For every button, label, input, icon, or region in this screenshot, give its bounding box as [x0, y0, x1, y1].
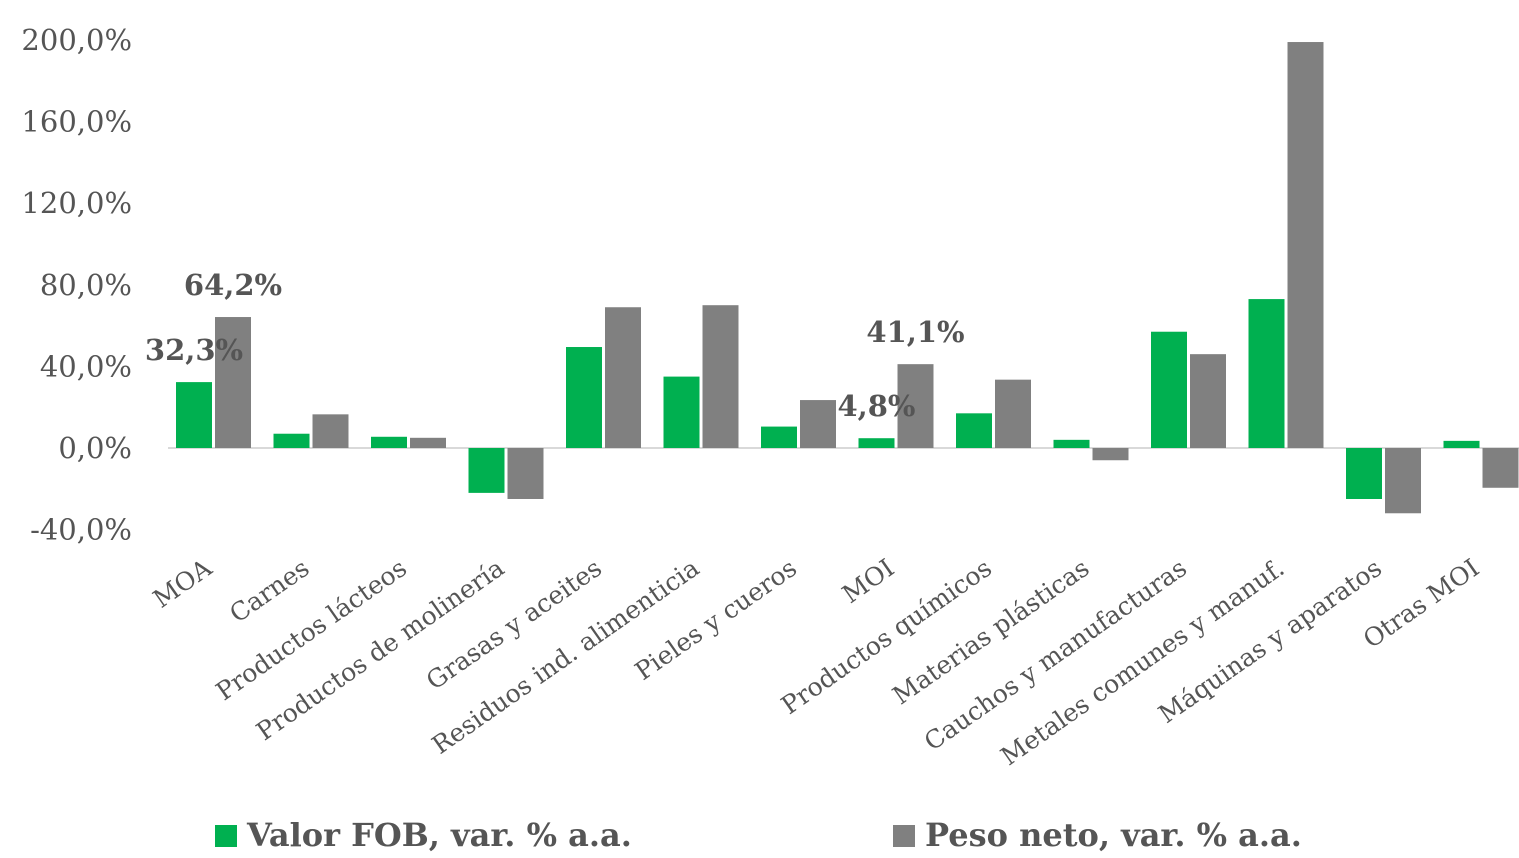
bar-valor-fob-moi	[858, 438, 895, 448]
bar-peso-neto-materias-plasticas	[1092, 448, 1129, 461]
y-tick-label: 160,0%	[21, 105, 132, 139]
bar-peso-neto-productos-quimicos	[995, 379, 1031, 448]
y-tick-label: 80,0%	[40, 268, 132, 302]
bar-peso-neto-cauchos-y-manufacturas	[1190, 354, 1226, 448]
legend: Valor FOB, var. % a.a. Peso neto, var. %…	[215, 816, 1302, 854]
bar-peso-neto-moi	[897, 364, 934, 448]
bar-valor-fob-productos-de-molineria	[468, 448, 505, 493]
bar-valor-fob-maquinas-y-aparatos	[1346, 448, 1382, 499]
bars	[176, 42, 1519, 514]
legend-label-peso-neto: Peso neto, var. % a.a.	[925, 816, 1302, 853]
bar-valor-fob-residuos-ind-alimenticia	[663, 376, 700, 448]
category-label-moi: MOI	[837, 553, 899, 609]
bar-peso-neto-pieles-y-cueros	[800, 400, 836, 448]
bar-valor-fob-carnes	[273, 433, 310, 448]
data-labels: 32,3% 64,2% 4,8% 41,1%	[145, 268, 965, 423]
bar-peso-neto-productos-de-molineria	[507, 448, 544, 499]
bar-valor-fob-materias-plasticas	[1053, 439, 1090, 448]
data-label: 32,3%	[145, 333, 243, 367]
y-tick-label: 0,0%	[58, 431, 132, 465]
legend-item-peso-neto: Peso neto, var. % a.a.	[893, 816, 1302, 854]
bar-peso-neto-residuos-ind-alimenticia	[702, 305, 739, 448]
category-label-moa: MOA	[148, 553, 218, 614]
y-axis-ticks: 200,0% 160,0% 120,0% 80,0% 40,0% 0,0% -40,0%	[21, 23, 132, 547]
bar-peso-neto-otras-moi	[1482, 448, 1519, 488]
y-tick-label: 120,0%	[21, 186, 132, 220]
bar-valor-fob-cauchos-y-manufacturas	[1151, 331, 1187, 448]
bar-valor-fob-metales-comunes-y-manuf	[1248, 299, 1285, 448]
bar-valor-fob-productos-lacteos	[371, 436, 407, 448]
bar-peso-neto-moa	[215, 317, 251, 448]
data-label: 41,1%	[866, 315, 964, 349]
bar-peso-neto-maquinas-y-aparatos	[1385, 448, 1421, 514]
category-label-pieles-y-cueros: Pieles y cueros	[630, 553, 802, 686]
y-tick-label: -40,0%	[30, 513, 132, 547]
data-label: 4,8%	[837, 389, 915, 423]
bar-valor-fob-grasas-y-aceites	[566, 347, 602, 448]
y-tick-label: 40,0%	[40, 349, 132, 383]
bar-peso-neto-carnes	[312, 414, 349, 448]
legend-item-valor-fob: Valor FOB, var. % a.a.	[215, 816, 632, 854]
data-label: 64,2%	[184, 268, 282, 302]
y-tick-label: 200,0%	[21, 23, 132, 57]
bar-valor-fob-pieles-y-cueros	[761, 426, 797, 448]
bar-peso-neto-productos-lacteos	[410, 437, 446, 448]
legend-swatch-peso-neto	[893, 825, 915, 847]
category-label-carnes: Carnes	[224, 553, 314, 628]
legend-swatch-valor-fob	[215, 825, 237, 847]
bar-valor-fob-moa	[176, 382, 212, 448]
legend-label-valor-fob: Valor FOB, var. % a.a.	[246, 816, 632, 853]
bar-valor-fob-otras-moi	[1443, 440, 1480, 448]
bar-peso-neto-metales-comunes-y-manuf	[1287, 42, 1324, 448]
bar-valor-fob-productos-quimicos	[956, 413, 992, 448]
bar-peso-neto-grasas-y-aceites	[605, 307, 641, 448]
